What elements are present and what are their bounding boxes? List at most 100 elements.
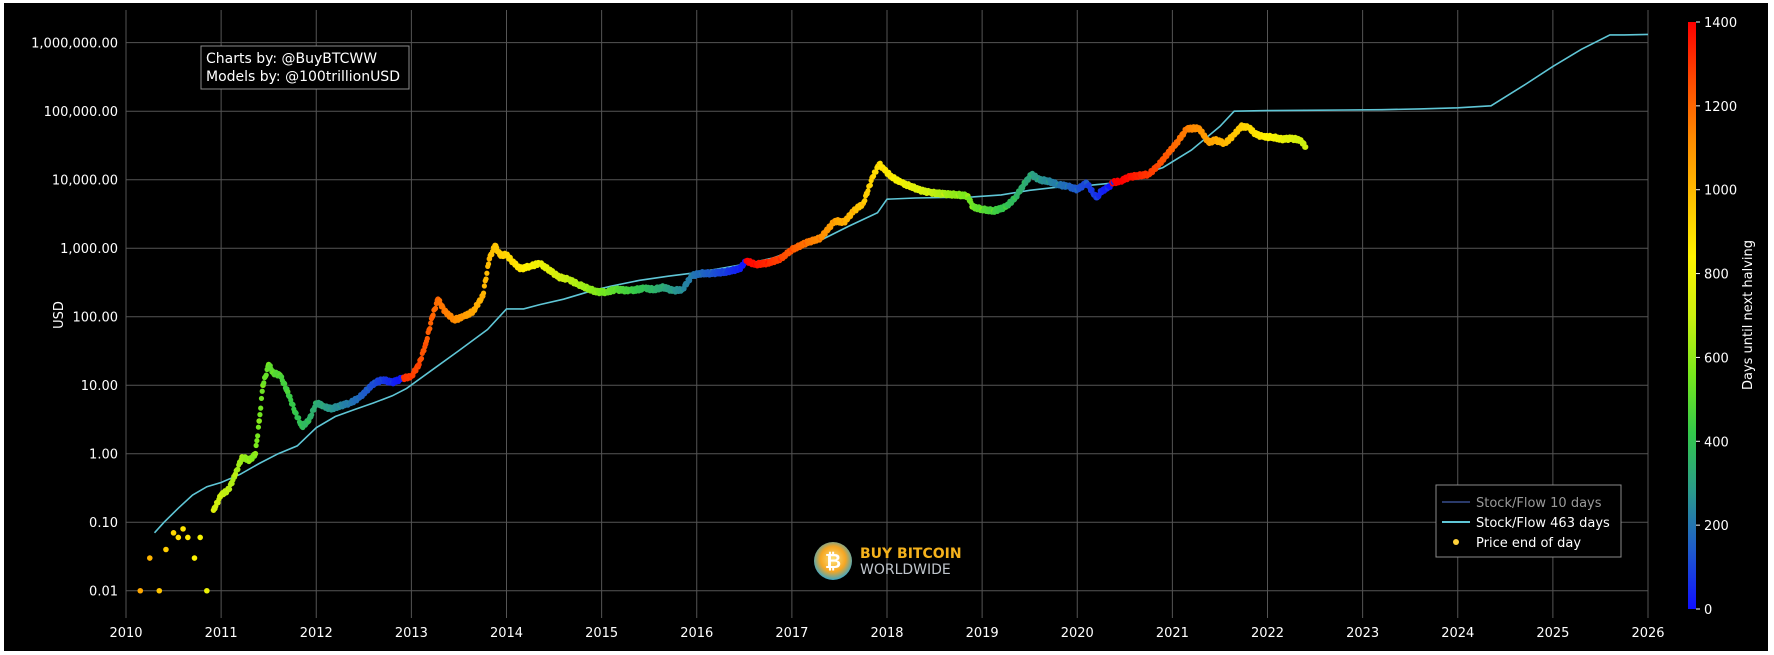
price-point — [263, 372, 269, 378]
price-point — [427, 326, 433, 332]
price-point — [309, 412, 315, 418]
price-point — [867, 182, 873, 188]
price-point — [288, 397, 294, 403]
price-point — [873, 169, 879, 175]
x-tick-label: 2016 — [680, 626, 713, 641]
price-point — [252, 450, 259, 457]
price-point — [424, 335, 430, 342]
x-tick-label: 2019 — [966, 626, 999, 641]
price-point — [416, 361, 422, 368]
x-tick-label: 2013 — [395, 626, 428, 641]
price-point — [197, 534, 203, 541]
price-point — [170, 530, 177, 536]
bitcoin-coin-icon — [814, 542, 852, 580]
price-point — [293, 410, 299, 416]
price-point — [282, 381, 288, 387]
x-tick-label: 2014 — [490, 626, 523, 641]
price-point — [137, 587, 144, 594]
x-tick-label: 2024 — [1441, 626, 1474, 641]
price-point — [418, 355, 425, 362]
x-tick-label: 2025 — [1536, 626, 1569, 641]
legend-label-price: Price end of day — [1476, 536, 1581, 551]
price-point — [290, 402, 296, 408]
price-point — [483, 276, 489, 282]
y-tick-label: 1,000,000.00 — [31, 37, 118, 52]
colorbar-tick-label: 1200 — [1704, 100, 1737, 115]
credits-line2: Models by: @100trillionUSD — [206, 69, 400, 85]
price-point — [428, 320, 434, 326]
x-tick-label: 2020 — [1061, 626, 1094, 641]
x-tick-label: 2015 — [585, 626, 618, 641]
price-point — [870, 173, 877, 179]
x-tick-label: 2023 — [1346, 626, 1379, 641]
x-axis-ticks: 2010 2011 2012 2013 2014 2015 2016 2017 2018 2019… — [109, 626, 1664, 641]
colorbar-gradient — [1688, 22, 1696, 609]
price-point — [494, 245, 500, 251]
price-point — [432, 305, 439, 311]
price-point — [484, 270, 490, 276]
watermark-line2: WORLDWIDE — [860, 562, 951, 578]
y-tick-label: 100,000.00 — [44, 105, 118, 120]
colorbar-tick-label: 200 — [1704, 519, 1729, 534]
price-point — [255, 424, 262, 430]
x-tick-label: 2022 — [1251, 626, 1284, 641]
series-price-end-of-day — [137, 122, 1309, 594]
price-point — [175, 534, 182, 541]
legend-label-sf10: Stock/Flow 10 days — [1476, 496, 1602, 511]
x-tick-label: 2011 — [205, 626, 238, 641]
price-point — [185, 534, 191, 541]
x-tick-label: 2021 — [1156, 626, 1189, 641]
price-point — [253, 442, 259, 449]
y-tick-label: 0.01 — [89, 585, 118, 600]
x-tick-label: 2012 — [300, 626, 333, 641]
colorbar-tick-label: 400 — [1704, 435, 1729, 450]
y-axis-label: USD — [52, 301, 67, 329]
price-point — [180, 526, 186, 532]
price-point — [296, 415, 302, 421]
y-tick-label: 100.00 — [73, 311, 119, 326]
price-point — [235, 466, 241, 473]
colorbar-tick-label: 600 — [1704, 351, 1729, 366]
y-axis-ticks: 0.01 0.10 1.00 10.00 100.00 1,000.00 10,000.00… — [31, 37, 118, 600]
credits-line1: Charts by: @BuyBTCWW — [206, 51, 377, 67]
x-tick-label: 2026 — [1631, 626, 1664, 641]
price-point — [255, 433, 261, 439]
price-point — [163, 546, 169, 553]
y-tick-label: 10.00 — [81, 379, 118, 394]
x-tick-label: 2017 — [775, 626, 808, 641]
legend: Stock/Flow 10 days Stock/Flow 463 days P… — [1435, 484, 1622, 558]
y-tick-label: 0.10 — [89, 516, 118, 531]
price-point — [156, 587, 163, 594]
watermark-logo: ₿ BUY BITCOIN WORLDWIDE — [814, 542, 962, 580]
price-point — [258, 395, 265, 402]
price-point — [261, 380, 267, 386]
price-point — [257, 412, 263, 418]
price-point — [485, 261, 492, 267]
colorbar-tick-label: 1400 — [1704, 16, 1737, 31]
colorbar-tick-label: 1000 — [1704, 184, 1737, 199]
price-point — [226, 486, 233, 492]
colorbar: 0 200 400 600 800 1000 1200 1400 Days until nex… — [1688, 16, 1756, 618]
colorbar-tick-label: 800 — [1704, 268, 1729, 283]
price-point — [254, 438, 260, 444]
price-point — [430, 312, 436, 318]
price-point — [204, 587, 210, 594]
price-point — [865, 188, 871, 194]
price-point — [191, 555, 198, 561]
price-point — [481, 283, 487, 289]
price-point — [862, 197, 868, 204]
y-tick-label: 1.00 — [89, 448, 118, 463]
price-point — [480, 290, 487, 296]
legend-label-sf463: Stock/Flow 463 days — [1476, 516, 1610, 531]
x-tick-label: 2010 — [109, 626, 142, 641]
legend-swatch-price — [1453, 539, 1459, 545]
price-point — [259, 388, 265, 394]
bitcoin-glyph: ₿ — [825, 549, 841, 573]
colorbar-ticks: 0 200 400 600 800 1000 1200 1400 — [1696, 16, 1737, 618]
x-tick-label: 2018 — [870, 626, 903, 641]
y-tick-label: 1,000.00 — [60, 242, 118, 257]
price-point — [1302, 144, 1309, 150]
watermark-line1: BUY BITCOIN — [860, 546, 962, 562]
price-point — [258, 405, 264, 411]
